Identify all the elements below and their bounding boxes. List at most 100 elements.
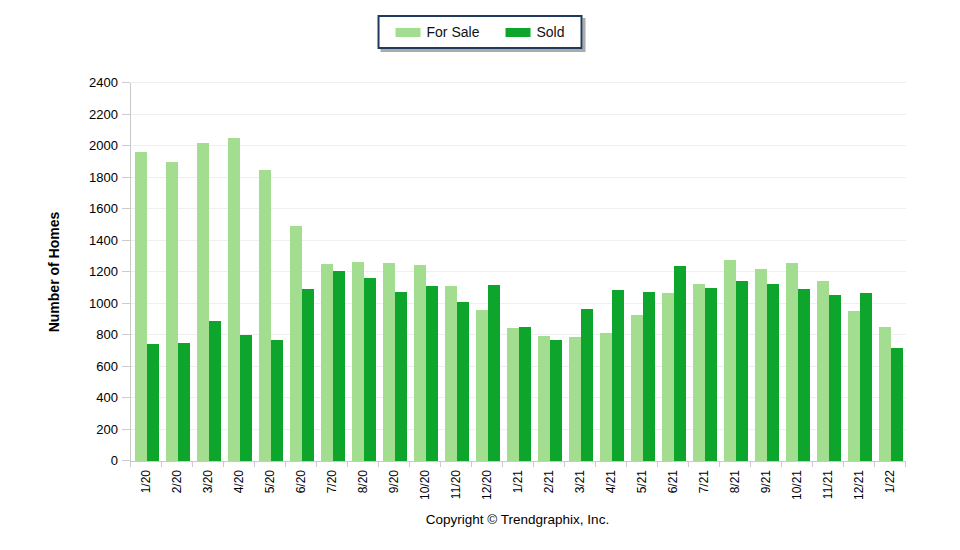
sold-swatch-icon xyxy=(505,28,530,37)
x-tick-mark xyxy=(378,462,379,467)
x-tick-mark xyxy=(719,462,720,467)
x-tick-label: 3/21 xyxy=(574,470,586,493)
bar-for-sale xyxy=(879,327,891,461)
bar-sold xyxy=(581,309,593,461)
x-tick-mark xyxy=(533,462,534,467)
plot-area xyxy=(130,83,906,462)
x-label-cell: 6/20 xyxy=(285,470,316,493)
x-label-cell: 3/20 xyxy=(192,470,223,493)
bar-group-8-20 xyxy=(348,83,379,461)
bar-for-sale xyxy=(600,333,612,461)
bar-sold xyxy=(860,293,872,461)
x-tick-label: 1/21 xyxy=(512,470,524,493)
x-label-cell: 1/21 xyxy=(502,470,533,493)
x-tick-label: 9/20 xyxy=(388,470,400,493)
y-tick-mark xyxy=(122,145,130,146)
x-label-cell: 11/20 xyxy=(440,470,471,499)
y-tick-mark xyxy=(122,429,130,430)
x-tick-label: 12/21 xyxy=(853,470,865,500)
x-tick-mark xyxy=(285,462,286,467)
bar-for-sale xyxy=(414,265,426,461)
bar-group-4-20 xyxy=(224,83,255,461)
bar-for-sale xyxy=(352,262,364,461)
y-tick-label: 1000 xyxy=(0,296,118,311)
bar-sold xyxy=(426,286,438,461)
x-tick-mark xyxy=(781,462,782,467)
y-tick-label: 200 xyxy=(0,422,118,437)
x-tick-mark xyxy=(254,462,255,467)
x-tick-mark xyxy=(161,462,162,467)
x-label-cell: 2/20 xyxy=(161,470,192,493)
x-label-cell: 10/21 xyxy=(781,470,812,500)
y-tick-mark xyxy=(122,303,130,304)
x-label-cell: 10/20 xyxy=(409,470,440,500)
bar-sold xyxy=(147,344,159,461)
x-label-cell: 1/22 xyxy=(874,470,905,493)
bar-group-6-20 xyxy=(286,83,317,461)
bar-group-1-20 xyxy=(131,83,162,461)
x-tick-mark xyxy=(905,462,906,467)
bar-group-5-21 xyxy=(627,83,658,461)
x-axis-labels: 1/202/203/204/205/206/207/208/209/2010/2… xyxy=(130,470,905,500)
x-tick-label: 3/20 xyxy=(202,470,214,493)
bar-sold xyxy=(457,302,469,461)
y-tick-mark xyxy=(122,366,130,367)
x-tick-label: 1/20 xyxy=(140,470,152,493)
bar-group-3-20 xyxy=(193,83,224,461)
bar-group-1-22 xyxy=(875,83,906,461)
legend-label-sold: Sold xyxy=(536,24,564,40)
bar-sold xyxy=(767,284,779,461)
y-tick-label: 2000 xyxy=(0,138,118,153)
bar-for-sale xyxy=(476,310,488,461)
bar-group-9-21 xyxy=(751,83,782,461)
y-tick-mark xyxy=(122,334,130,335)
y-tick-mark xyxy=(122,271,130,272)
legend: For Sale Sold xyxy=(378,15,583,49)
y-tick-label: 2400 xyxy=(0,75,118,90)
bar-for-sale xyxy=(290,226,302,461)
bar-for-sale xyxy=(817,281,829,461)
x-tick-label: 12/20 xyxy=(481,470,493,500)
bar-groups xyxy=(131,83,906,461)
bar-for-sale xyxy=(631,315,643,461)
bar-sold xyxy=(395,292,407,461)
y-tick-label: 1400 xyxy=(0,233,118,248)
bar-sold xyxy=(612,290,624,461)
y-tick-label: 600 xyxy=(0,359,118,374)
x-tick-label: 4/20 xyxy=(233,470,245,493)
x-tick-label: 11/21 xyxy=(822,470,834,499)
bar-for-sale xyxy=(693,284,705,461)
bar-for-sale xyxy=(569,337,581,461)
y-axis-ticks xyxy=(121,83,130,461)
bar-for-sale xyxy=(662,293,674,461)
bar-for-sale xyxy=(848,311,860,461)
x-tick-mark xyxy=(316,462,317,467)
x-label-cell: 8/21 xyxy=(719,470,750,493)
x-tick-label: 10/20 xyxy=(419,470,431,500)
bar-for-sale xyxy=(166,162,178,461)
x-tick-label: 11/20 xyxy=(450,470,462,499)
y-tick-mark xyxy=(122,240,130,241)
x-tick-label: 5/20 xyxy=(264,470,276,493)
bar-sold xyxy=(798,289,810,461)
x-tick-mark xyxy=(626,462,627,467)
bar-sold xyxy=(674,266,686,461)
x-label-cell: 6/21 xyxy=(657,470,688,493)
x-tick-label: 7/20 xyxy=(326,470,338,493)
bar-for-sale xyxy=(755,269,767,461)
x-tick-mark xyxy=(750,462,751,467)
x-tick-label: 10/21 xyxy=(791,470,803,500)
y-tick-label: 800 xyxy=(0,327,118,342)
x-tick-label: 7/21 xyxy=(698,470,710,493)
y-tick-label: 400 xyxy=(0,390,118,405)
x-label-cell: 1/20 xyxy=(130,470,161,493)
x-label-cell: 5/21 xyxy=(626,470,657,493)
y-tick-label: 1200 xyxy=(0,264,118,279)
x-tick-mark xyxy=(471,462,472,467)
y-tick-label: 1600 xyxy=(0,201,118,216)
x-axis-ticks xyxy=(130,462,906,467)
bar-group-2-20 xyxy=(162,83,193,461)
x-label-cell: 3/21 xyxy=(564,470,595,493)
x-label-cell: 7/21 xyxy=(688,470,719,493)
chart-canvas: For Sale Sold Number of Homes 0200400600… xyxy=(0,0,960,550)
